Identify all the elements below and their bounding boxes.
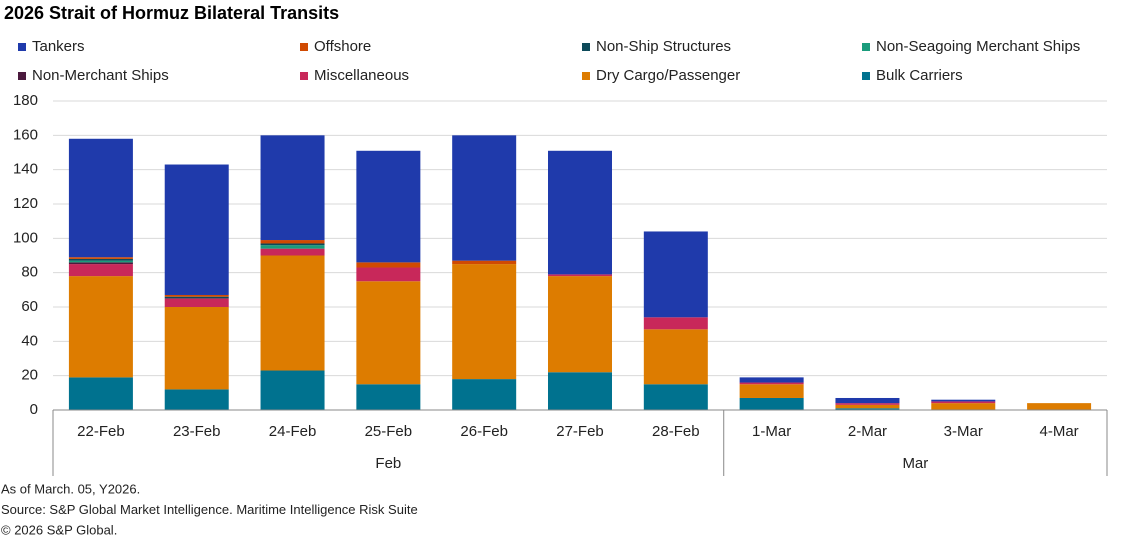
legend-label: Dry Cargo/Passenger — [596, 67, 740, 84]
bar-segment — [260, 243, 325, 246]
bar-segment — [68, 260, 133, 263]
chart-title: 2026 Strait of Hormuz Bilateral Transits — [4, 3, 339, 23]
bar-segment — [643, 329, 708, 385]
legend-swatch — [300, 43, 308, 51]
bar-segment — [835, 403, 900, 405]
bar-segment — [260, 240, 325, 244]
y-tick-label: 80 — [21, 264, 38, 281]
legend-swatch — [582, 43, 590, 51]
bar-segment — [164, 164, 229, 295]
bar-segment — [931, 399, 996, 402]
x-tick-label: 24-Feb — [269, 423, 317, 440]
bar-segment — [260, 370, 325, 410]
bar-segment — [260, 245, 325, 249]
footnote: © 2026 S&P Global. — [1, 522, 117, 537]
bar-segment — [68, 276, 133, 378]
bar-segment — [739, 397, 804, 410]
bar-segment — [835, 408, 900, 410]
bar-segment — [356, 281, 421, 385]
bar-segment — [452, 135, 517, 261]
bar-segment — [68, 264, 133, 277]
bar-segment — [68, 377, 133, 410]
bar-segment — [68, 257, 133, 259]
bar-segment — [356, 384, 421, 410]
bar-segment — [1027, 403, 1092, 410]
x-tick-label: 22-Feb — [77, 423, 125, 440]
bar-segment — [164, 307, 229, 390]
footnote: Source: S&P Global Market Intelligence. … — [1, 502, 418, 517]
bar-segment — [356, 150, 421, 263]
bar-segment — [452, 379, 517, 410]
bar-segment — [68, 258, 133, 261]
bar-segment — [643, 384, 708, 410]
y-tick-label: 20 — [21, 367, 38, 384]
y-tick-label: 0 — [30, 401, 38, 418]
bar-segment — [356, 267, 421, 282]
bar-segment — [548, 150, 612, 275]
group-label: Feb — [375, 455, 401, 472]
x-tick-label: 26-Feb — [460, 423, 508, 440]
bar-segment — [164, 298, 229, 307]
x-tick-label: 28-Feb — [652, 423, 700, 440]
legend-label: Bulk Carriers — [876, 67, 963, 84]
legend-swatch — [300, 72, 308, 80]
bar-segment — [643, 317, 708, 330]
bar-segment — [548, 276, 612, 373]
legend-label: Non-Seagoing Merchant Ships — [876, 38, 1080, 55]
bar-segment — [835, 404, 900, 409]
bar-segment — [739, 377, 804, 383]
bar-segment — [548, 372, 612, 410]
legend-label: Non-Merchant Ships — [32, 67, 169, 84]
bar-segment — [931, 401, 996, 404]
x-tick-label: 4-Mar — [1040, 423, 1079, 440]
legend-label: Offshore — [314, 38, 371, 55]
x-tick-label: 1-Mar — [752, 423, 791, 440]
bar-segment — [931, 403, 996, 410]
bar-segment — [68, 138, 133, 258]
y-tick-label: 100 — [13, 229, 38, 246]
x-tick-label: 25-Feb — [365, 423, 413, 440]
y-tick-label: 60 — [21, 298, 38, 315]
bar-segment — [164, 294, 229, 297]
x-tick-label: 2-Mar — [848, 423, 887, 440]
y-tick-label: 140 — [13, 161, 38, 178]
x-tick-label: 23-Feb — [173, 423, 221, 440]
x-tick-label: 27-Feb — [556, 423, 604, 440]
legend-label: Non-Ship Structures — [596, 38, 731, 55]
bar-segment — [835, 397, 900, 404]
bar-segment — [643, 231, 708, 318]
y-tick-label: 120 — [13, 195, 38, 212]
bar-segment — [452, 264, 517, 380]
bar-segment — [68, 262, 133, 265]
x-tick-label: 3-Mar — [944, 423, 983, 440]
legend-label: Tankers — [32, 38, 85, 55]
y-tick-label: 180 — [13, 92, 38, 109]
legend-swatch — [18, 43, 26, 51]
footnote: As of March. 05, Y2026. — [1, 481, 140, 496]
bar-segment — [260, 248, 325, 256]
legend-swatch — [18, 72, 26, 80]
bar-segment — [164, 389, 229, 410]
legend-label: Miscellaneous — [314, 67, 409, 84]
bar-segment — [548, 274, 612, 277]
y-tick-label: 160 — [13, 126, 38, 143]
y-tick-label: 40 — [21, 332, 38, 349]
legend-swatch — [862, 72, 870, 80]
group-label: Mar — [902, 455, 928, 472]
bar-segment — [739, 384, 804, 398]
legend-swatch — [582, 72, 590, 80]
bar-segment — [739, 382, 804, 385]
bar-segment — [260, 135, 325, 241]
bar-segment — [452, 260, 517, 265]
bar-segment — [356, 262, 421, 268]
bar-segment — [260, 255, 325, 371]
legend-swatch — [862, 43, 870, 51]
bar-segment — [164, 296, 229, 299]
